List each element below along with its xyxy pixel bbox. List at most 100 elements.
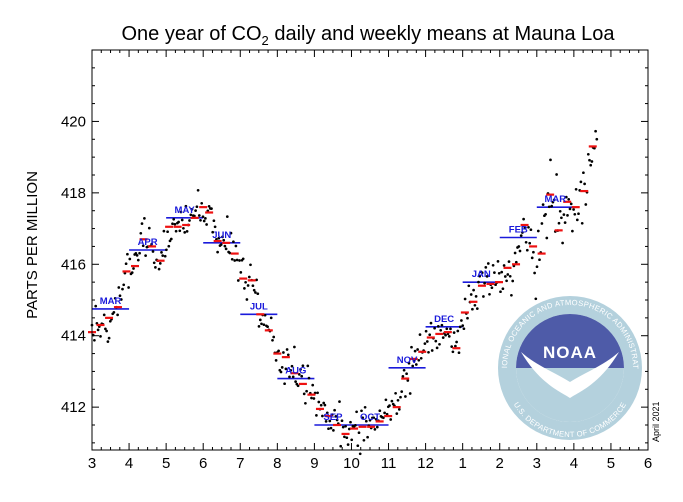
daily-point (180, 218, 184, 222)
daily-point (139, 231, 143, 235)
daily-point (232, 240, 235, 244)
daily-point (165, 248, 168, 252)
daily-point (91, 333, 95, 337)
daily-point (135, 254, 139, 257)
daily-point (323, 403, 327, 407)
daily-point (582, 171, 585, 175)
daily-point (238, 259, 241, 262)
daily-point (538, 258, 541, 262)
daily-point (491, 263, 495, 267)
daily-point (346, 443, 350, 446)
month-label: JAN (472, 269, 491, 280)
daily-point (316, 391, 319, 395)
daily-point (358, 452, 362, 456)
daily-point (244, 280, 247, 284)
daily-point (269, 316, 273, 320)
daily-point (222, 238, 226, 242)
daily-point (124, 262, 128, 266)
daily-point (473, 303, 477, 307)
daily-point (140, 222, 144, 225)
daily-point (389, 418, 393, 421)
daily-point (228, 251, 232, 255)
daily-point (143, 217, 146, 220)
daily-point (356, 444, 360, 448)
daily-point (534, 297, 538, 301)
daily-point (414, 363, 418, 366)
daily-point (388, 404, 391, 407)
daily-point (372, 416, 376, 420)
daily-point (527, 225, 530, 229)
daily-point (317, 400, 321, 404)
daily-point (112, 311, 116, 314)
daily-point (501, 287, 505, 291)
daily-point (315, 414, 318, 417)
daily-point (366, 435, 369, 439)
daily-point (575, 218, 579, 222)
daily-point (347, 427, 351, 431)
daily-point (332, 429, 335, 432)
daily-point (294, 380, 297, 383)
daily-point (117, 286, 121, 289)
daily-point (584, 203, 588, 206)
daily-point (355, 410, 358, 414)
daily-point (99, 335, 102, 338)
month-label: FEB (509, 225, 528, 236)
daily-point (483, 281, 486, 285)
daily-point (466, 316, 469, 320)
daily-point (293, 345, 296, 349)
daily-point (418, 333, 422, 336)
daily-point (225, 215, 229, 218)
daily-point (416, 348, 419, 351)
daily-point (521, 231, 524, 234)
daily-point (280, 366, 284, 369)
daily-point (107, 336, 111, 340)
daily-point (357, 431, 361, 435)
daily-point (571, 229, 574, 233)
daily-point (213, 225, 217, 229)
month-label: DEC (434, 314, 454, 325)
month-label: JUN (212, 230, 231, 241)
daily-point (469, 293, 473, 296)
daily-point (205, 223, 208, 226)
daily-point (158, 262, 162, 265)
daily-point (496, 260, 500, 263)
daily-point (258, 318, 262, 322)
daily-point (363, 405, 367, 409)
daily-point (310, 396, 313, 400)
daily-point (341, 425, 345, 429)
daily-point (167, 244, 171, 248)
daily-point (410, 345, 413, 349)
daily-point (406, 379, 410, 382)
daily-point (513, 251, 517, 255)
daily-point (307, 376, 311, 380)
daily-point (279, 370, 283, 374)
daily-point (301, 364, 305, 368)
daily-point (239, 271, 243, 274)
daily-point (202, 219, 206, 223)
daily-point (566, 214, 569, 217)
daily-point (533, 271, 536, 275)
y-tick-label: 412 (61, 399, 86, 416)
daily-point (505, 279, 508, 283)
daily-point (174, 229, 178, 233)
x-tick-label: 6 (199, 455, 207, 472)
daily-point (494, 283, 497, 287)
daily-point (400, 390, 404, 393)
daily-point (284, 367, 288, 371)
month-label: OCT (360, 412, 380, 423)
daily-point (263, 313, 267, 317)
daily-point (122, 283, 126, 287)
daily-point (243, 287, 246, 290)
daily-point (423, 342, 427, 345)
x-tick-label: 10 (343, 455, 360, 472)
daily-point (151, 250, 155, 253)
daily-point (589, 163, 593, 167)
daily-point (169, 237, 173, 241)
daily-point (160, 251, 163, 254)
plot-frame (91, 49, 649, 451)
daily-point (178, 229, 182, 233)
daily-point (229, 231, 233, 235)
daily-point (93, 338, 96, 342)
y-tick-labels: 412 414 416 418 420 (61, 113, 86, 416)
daily-point (197, 214, 201, 217)
